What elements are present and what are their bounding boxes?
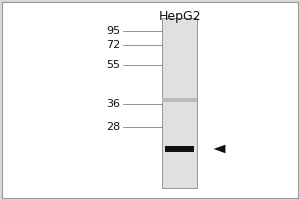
- Bar: [162, 18, 197, 188]
- Text: 72: 72: [106, 40, 120, 50]
- Text: 95: 95: [106, 26, 120, 36]
- Text: 55: 55: [106, 60, 120, 70]
- Text: 28: 28: [106, 122, 120, 132]
- Text: 36: 36: [106, 99, 120, 109]
- Polygon shape: [214, 145, 225, 153]
- Bar: [165, 146, 194, 152]
- Bar: [162, 98, 197, 102]
- Text: HepG2: HepG2: [158, 10, 201, 23]
